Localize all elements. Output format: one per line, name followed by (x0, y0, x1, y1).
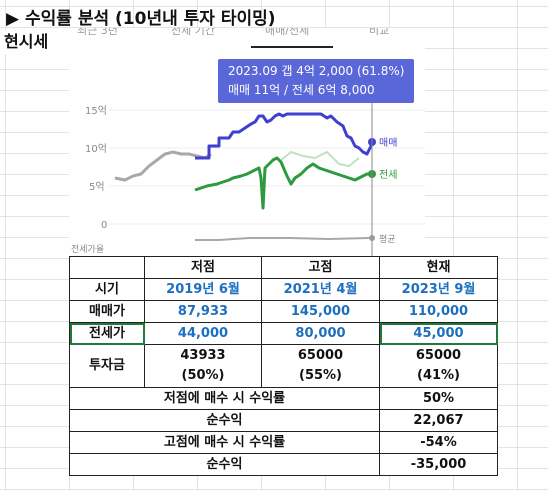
table-cell[interactable]: 43933 (50%) (144, 344, 262, 388)
tab-compare[interactable]: 비교 (369, 28, 390, 37)
summary-value-cell[interactable]: 22,067 (379, 409, 498, 432)
row-label-cell[interactable]: 매매가 (69, 300, 145, 323)
summary-value-cell[interactable]: 50% (379, 387, 498, 410)
table-cell[interactable]: 110,000 (379, 300, 498, 323)
summary-label-cell[interactable]: 고점에 매수 시 수익률 (69, 431, 380, 454)
invest-percent: (41%) (417, 368, 460, 383)
active-tab-indicator (251, 46, 333, 48)
summary-row: 순수익 22,067 (69, 409, 498, 432)
table-header-row: 저점 고점 현재 (69, 256, 498, 279)
invest-percent: (50%) (181, 368, 225, 383)
table-row: 매매가 87,933 145,000 110,000 (69, 300, 498, 323)
table-cell[interactable]: 145,000 (261, 300, 380, 323)
summary-value-cell[interactable]: -54% (379, 431, 498, 454)
header-cell[interactable] (69, 256, 145, 279)
table-cell[interactable]: 87,933 (144, 300, 262, 323)
table-cell[interactable]: 2023년 9월 (379, 278, 498, 301)
summary-row: 순수익 -35,000 (69, 453, 498, 476)
embedded-chart-image[interactable]: 최근 3년 전체 기간 매매/전세 비교 15억 10억 5억 0 매매 전세 … (69, 28, 425, 256)
row-label-cell[interactable]: 투자금 (69, 344, 145, 388)
header-cell[interactable]: 고점 (261, 256, 380, 279)
summary-row: 고점에 매수 시 수익률 -54% (69, 431, 498, 454)
invest-amount: 43933 (180, 348, 226, 363)
ratio-point-marker (369, 235, 375, 241)
table-row: 투자금 43933 (50%) 65000 (55%) 65000 (41%) (69, 344, 498, 388)
y-tick-label: 0 (101, 220, 107, 231)
header-cell[interactable]: 현재 (379, 256, 498, 279)
tab-all-period[interactable]: 전체 기간 (171, 28, 215, 37)
invest-amount: 65000 (297, 348, 344, 363)
bottom-axis-label: 전세가율 (71, 244, 104, 255)
row-label-cell[interactable]: 전세가 (69, 322, 145, 345)
selected-cell[interactable]: 45,000 (379, 322, 498, 345)
ratio-line (195, 237, 370, 241)
table-cell[interactable]: 2019년 6월 (144, 278, 262, 301)
table-cell[interactable]: 44,000 (144, 322, 262, 345)
table-cell[interactable]: 65000 (41%) (379, 344, 498, 388)
row-label-cell[interactable]: 현시세 (0, 30, 72, 54)
table-row: 전세가 44,000 80,000 45,000 (69, 322, 498, 345)
sale-series-label: 매매 (379, 137, 397, 149)
invest-amount: 65000 (415, 348, 462, 363)
history-line (114, 150, 212, 182)
tooltip-line-1: 2023.09 갭 4억 2,000 (61.8%) (228, 64, 405, 78)
avg-series-label: 평균 (379, 234, 396, 245)
jeonse-range-line (278, 150, 360, 168)
y-tick-label: 15억 (85, 105, 107, 117)
jeonse-series-label: 전세 (379, 169, 397, 181)
table-cell[interactable]: 80,000 (261, 322, 380, 345)
price-chart: 15억 10억 5억 0 매매 전세 평균 전세가율 (71, 76, 425, 256)
chart-tooltip: 2023.09 갭 4억 2,000 (61.8%) 매매 11억 / 전세 6… (218, 59, 414, 103)
table-cell[interactable]: 65000 (55%) (261, 344, 380, 388)
row-label-cell[interactable]: 시기 (69, 278, 145, 301)
jeonse-price-line (194, 156, 371, 210)
y-tick-label: 10억 (85, 143, 107, 155)
returns-table: 저점 고점 현재 시기 2019년 6월 2021년 4월 2023년 9월 매… (69, 256, 498, 476)
tab-sale-jeonse[interactable]: 매매/전세 (265, 28, 310, 37)
sale-price-line (195, 112, 377, 160)
summary-value-cell[interactable]: -35,000 (379, 453, 498, 476)
tooltip-line-2: 매매 11억 / 전세 6억 8,000 (228, 83, 375, 97)
y-tick-label: 5억 (89, 181, 105, 193)
invest-percent: (55%) (299, 368, 342, 383)
table-cell[interactable]: 2021년 4월 (261, 278, 380, 301)
summary-row: 저점에 매수 시 수익률 50% (69, 387, 498, 410)
summary-label-cell[interactable]: 저점에 매수 시 수익률 (69, 387, 380, 410)
table-row: 시기 2019년 6월 2021년 4월 2023년 9월 (69, 278, 498, 301)
chart-tabs: 최근 3년 전체 기간 매매/전세 비교 (69, 28, 425, 48)
summary-label-cell[interactable]: 순수익 (69, 453, 380, 476)
page-title: ▶ 수익률 분석 (10년내 투자 타이밍) (6, 9, 276, 29)
header-cell[interactable]: 저점 (144, 256, 262, 279)
summary-label-cell[interactable]: 순수익 (69, 409, 380, 432)
tab-recent-3y[interactable]: 최근 3년 (77, 28, 118, 37)
